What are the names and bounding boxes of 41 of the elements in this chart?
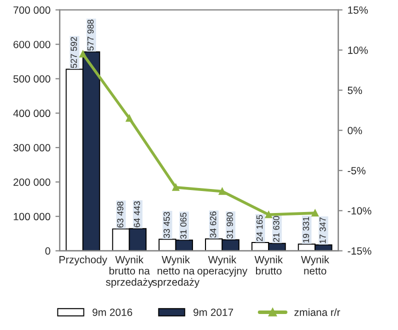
- legend-label: 9m 2016: [92, 308, 132, 316]
- y-tick-label: 0: [45, 247, 50, 255]
- x-tick-label: Wynik netto: [300, 256, 330, 275]
- data-label: 63 498: [117, 202, 124, 228]
- y2-tick-label: 10%: [348, 46, 368, 54]
- x-tick-label: Wynik brutto: [254, 256, 283, 275]
- data-label: 33 453: [164, 212, 170, 238]
- y-tick-label: 200 000: [14, 178, 50, 186]
- data-label: 31 065: [180, 212, 186, 239]
- data-label: 21 630: [273, 216, 280, 242]
- data-label: 64 443: [134, 201, 140, 228]
- y-tick-label: 700 000: [14, 6, 50, 14]
- data-label: 19 331: [302, 216, 310, 243]
- point: [126, 114, 133, 122]
- y2-tick-label: -10%: [348, 207, 372, 215]
- data-label: 17 347: [320, 218, 326, 244]
- point: [172, 184, 180, 191]
- legend-label: zmiana r/r: [294, 308, 340, 316]
- y-tick-label: 400 000: [13, 110, 50, 118]
- y-tick-label: 500 000: [13, 75, 50, 83]
- point: [79, 50, 86, 58]
- data-label: 24 165: [256, 215, 263, 242]
- point: [312, 210, 319, 217]
- data-label: 527 592: [70, 37, 77, 68]
- y-tick-label: 300 000: [13, 144, 50, 152]
- y2-tick-label: -15%: [348, 247, 372, 255]
- data-label: 34 626: [210, 212, 216, 238]
- point: [265, 211, 272, 218]
- y2-tick-label: -5%: [348, 167, 366, 174]
- y-tick-label: 100 000: [14, 212, 50, 220]
- x-tick-label: Wynik operacyjny: [197, 256, 248, 277]
- x-tick-label: Przychody: [59, 256, 108, 266]
- y2-tick-label: 15%: [348, 6, 368, 14]
- y2-tick-label: 0%: [348, 126, 362, 134]
- data-label: 577 988: [87, 20, 94, 51]
- x-tick-label: Wynik brutto na sprzedaży: [106, 256, 154, 288]
- y2-tick-label: 5%: [348, 86, 362, 94]
- point: [218, 188, 226, 195]
- legend-label: 9m 2017: [194, 308, 234, 316]
- data-label: 31 980: [226, 212, 233, 238]
- y-tick-label: 600 000: [14, 40, 50, 48]
